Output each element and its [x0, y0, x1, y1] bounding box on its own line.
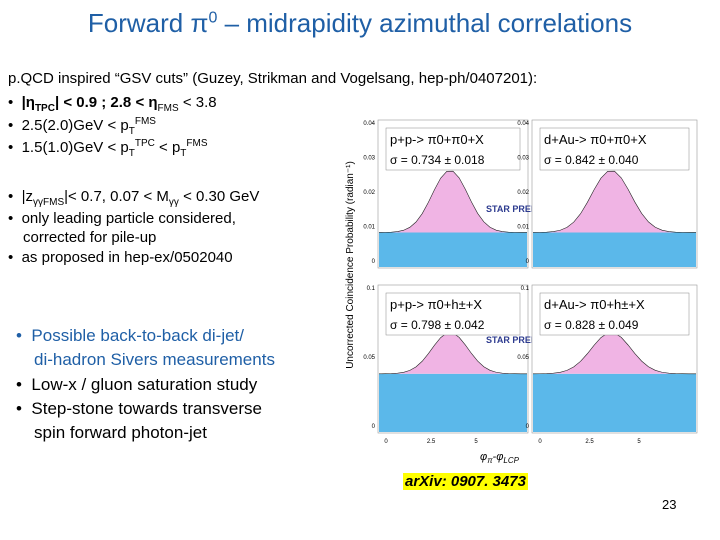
x-tick-label: 0	[384, 439, 388, 445]
pedestal-fill	[379, 373, 527, 432]
text: < p	[154, 139, 181, 156]
text: < 3.8	[178, 94, 217, 111]
y-tick-label: 0.1	[367, 286, 376, 292]
peak-fill	[379, 171, 527, 233]
title-text: Forward	[87, 8, 191, 38]
y-tick-label: 0.01	[363, 225, 375, 231]
y-tick-label: 0.02	[517, 190, 529, 196]
page-number: 23	[662, 497, 677, 512]
text: |z	[21, 188, 33, 205]
text: < 0.30 GeV	[178, 188, 260, 205]
note: • |zγγFMS|< 0.7, 0.07 < Mγγ < 0.30 GeV	[8, 188, 260, 208]
peak-fill	[533, 332, 696, 374]
y-tick-label: 0.1	[521, 286, 530, 292]
y-tick-label: 0.05	[517, 355, 529, 361]
x-tick-label: 5	[637, 439, 641, 445]
goal: • Low-x / gluon saturation study	[16, 375, 258, 394]
text: | < 0.9 ; 2.8 < η	[54, 94, 158, 111]
sub: LCP	[503, 456, 519, 465]
pedestal-fill	[533, 232, 696, 267]
figure: Uncorrected Coincidence Probability (rad…	[345, 119, 698, 465]
title-symbol: π	[190, 8, 209, 38]
sub: γγFMS	[33, 197, 65, 208]
label-box	[385, 292, 521, 336]
y-tick-label: 0.04	[517, 121, 529, 127]
note: • as proposed in hep-ex/0502040	[8, 249, 233, 266]
goal: di-hadron Sivers measurements	[34, 350, 275, 369]
sub: T	[128, 148, 135, 159]
y-tick-label: 0	[372, 424, 376, 430]
panel-label: d+Au-> π0+h±+X	[544, 297, 645, 312]
reference: arXiv: 0907. 3473	[403, 473, 528, 490]
y-tick-label: 0	[526, 424, 530, 430]
panel-sigma: σ = 0.828 ± 0.049	[544, 318, 639, 332]
peak-fill	[533, 171, 696, 233]
y-tick-label: 0.02	[363, 190, 375, 196]
peak-outline	[532, 170, 697, 233]
sup: FMS	[134, 116, 156, 127]
x-tick-label: 2.5	[585, 439, 594, 445]
text: Step-stone towards transverse	[31, 399, 262, 418]
panel-sigma: σ = 0.798 ± 0.042	[390, 318, 485, 332]
panel-label: d+Au-> π0+π0+X	[544, 132, 647, 147]
peak-fill	[379, 332, 527, 374]
sub: π	[487, 456, 493, 465]
goal: • Possible back-to-back di-jet/	[16, 326, 244, 345]
cut: • 2.5(2.0)GeV < pTFMS	[8, 116, 156, 137]
note: corrected for pile-up	[23, 229, 157, 246]
x-tick-label: 0	[538, 439, 542, 445]
y-tick-label: 0.03	[363, 156, 375, 162]
y-tick-label: 0.04	[363, 121, 375, 127]
pedestal-fill	[379, 232, 527, 267]
pedestal-fill	[533, 373, 696, 432]
sup: TPC	[134, 138, 155, 149]
y-tick-label: 0	[526, 259, 530, 265]
text: 1.5(1.0)GeV < p	[21, 139, 129, 156]
y-tick-label: 0	[372, 259, 376, 265]
preliminary-stamp: STAR PRELIMINARY	[486, 335, 574, 345]
y-tick-label: 0.03	[517, 156, 529, 162]
y-tick-label: 0.01	[517, 225, 529, 231]
panel-label: p+p-> π0+h±+X	[390, 297, 482, 312]
y-tick-label: 0.05	[363, 355, 375, 361]
sub: FMS	[157, 103, 179, 114]
y-axis-label: Uncorrected Coincidence Probability (rad…	[345, 161, 356, 369]
peak-outline	[378, 170, 528, 233]
text: as proposed in hep-ex/0502040	[21, 249, 233, 266]
text: |< 0.7, 0.07 < M	[64, 188, 169, 205]
label-box	[539, 292, 690, 336]
sub: TPC	[34, 103, 55, 114]
label-box	[539, 127, 690, 171]
cuts-header: p.QCD inspired “GSV cuts” (Guzey, Strikm…	[8, 70, 538, 87]
text: only leading particle considered,	[21, 210, 236, 227]
cut: • 1.5(1.0)GeV < pTTPC < pTFMS	[8, 138, 208, 159]
title-text: – midrapidity azimuthal correlations	[217, 8, 633, 38]
text: 2.5(2.0)GeV < p	[21, 117, 129, 134]
sub: T	[128, 126, 135, 137]
text: Low-x / gluon saturation study	[31, 375, 258, 394]
panel-label: p+p-> π0+π0+X	[390, 132, 484, 147]
text: -φ	[493, 451, 504, 463]
panel-sigma: σ = 0.734 ± 0.018	[390, 153, 485, 167]
panel-sigma: σ = 0.842 ± 0.040	[544, 153, 639, 167]
text: φ	[480, 451, 487, 463]
title-sup: 0	[208, 9, 218, 27]
note: • only leading particle considered,	[8, 210, 236, 227]
x-tick-label: 5	[474, 439, 478, 445]
x-tick-label: 2.5	[427, 439, 436, 445]
label-box	[385, 127, 521, 171]
sub: T	[180, 148, 187, 159]
text: Possible back-to-back di-jet/	[31, 326, 244, 345]
sup: FMS	[186, 138, 208, 149]
goal: • Step-stone towards transverse	[16, 399, 262, 418]
goal: spin forward photon-jet	[34, 423, 207, 442]
slide-title: Forward π0 – midrapidity azimuthal corre…	[0, 8, 720, 39]
text: |η	[21, 94, 35, 111]
sub: γγ	[168, 197, 179, 208]
preliminary-stamp: STAR PRELIMINARY	[486, 204, 574, 214]
x-axis-label: φπ-φLCP	[480, 451, 520, 465]
cut: • |ηTPC| < 0.9 ; 2.8 < ηFMS < 3.8	[8, 94, 217, 114]
